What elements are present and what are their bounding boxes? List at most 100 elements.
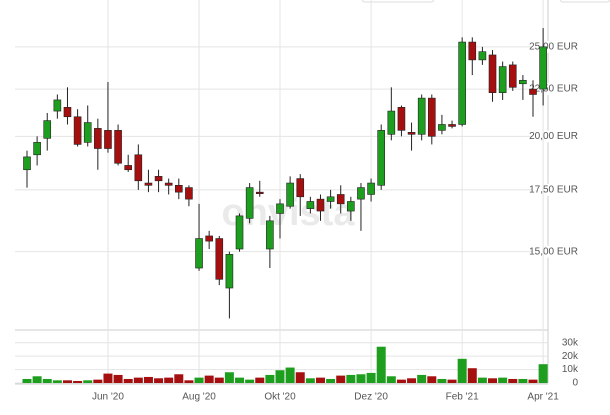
candle-body bbox=[508, 64, 517, 88]
volume-bar bbox=[407, 378, 417, 383]
volume-bar bbox=[528, 379, 538, 383]
volume-bar bbox=[538, 364, 548, 383]
candle-body bbox=[43, 120, 52, 139]
candle-body bbox=[367, 182, 375, 195]
volume-bar bbox=[103, 373, 113, 383]
label-bg bbox=[532, 183, 580, 196]
volume-bar bbox=[376, 346, 386, 383]
volume-tick-label: 20k bbox=[562, 351, 579, 362]
volume-bar bbox=[184, 380, 194, 383]
candle-body bbox=[458, 41, 466, 125]
candle-body bbox=[63, 107, 72, 118]
candle-body bbox=[336, 194, 345, 205]
x-tick-label: Okt '20 bbox=[264, 392, 296, 403]
volume-bar bbox=[366, 372, 376, 383]
candle-body bbox=[114, 130, 122, 164]
y-tick-label: 20,00 EUR bbox=[529, 131, 578, 142]
candle-body bbox=[407, 132, 416, 135]
volume-tick-label: 30k bbox=[562, 337, 579, 348]
x-tick-label: Apr '21 bbox=[527, 392, 559, 403]
volume-bar bbox=[417, 374, 427, 383]
volume-tick-label: 10k bbox=[562, 364, 579, 375]
candle-body bbox=[519, 79, 527, 85]
volume-bar bbox=[22, 378, 32, 383]
volume-bar bbox=[518, 378, 528, 383]
y-tick-label: 15,00 EUR bbox=[529, 246, 578, 257]
x-tick-label: Dez '20 bbox=[354, 392, 388, 403]
volume-bar bbox=[204, 375, 214, 383]
volume-bar bbox=[245, 379, 255, 383]
volume-bar bbox=[235, 377, 245, 383]
volume-bar bbox=[133, 377, 143, 383]
candle-body bbox=[448, 124, 456, 127]
label-bg bbox=[532, 245, 580, 258]
candle-body bbox=[347, 201, 355, 212]
candle-body bbox=[316, 198, 325, 212]
candle-body bbox=[225, 254, 234, 289]
candle-body bbox=[144, 182, 153, 186]
volume-bar bbox=[62, 380, 72, 383]
candle-body bbox=[427, 97, 436, 137]
toolbar-button[interactable] bbox=[361, 0, 435, 3]
candle-body bbox=[185, 187, 193, 200]
candle-body bbox=[326, 196, 335, 202]
volume-bar bbox=[42, 378, 52, 383]
volume-bar bbox=[32, 376, 42, 383]
volume-bar bbox=[508, 378, 518, 383]
volume-bar bbox=[83, 380, 93, 383]
y-tick-label: 22,50 EUR bbox=[529, 84, 578, 95]
volume-bar bbox=[113, 374, 123, 383]
candle-body bbox=[529, 88, 537, 95]
volume-bar bbox=[123, 378, 133, 383]
volume-bar bbox=[498, 377, 508, 383]
volume-bar bbox=[346, 374, 356, 383]
candle-body bbox=[357, 187, 365, 200]
candle-body bbox=[255, 191, 264, 194]
x-tick-label: Aug '20 bbox=[182, 392, 216, 403]
volume-bar bbox=[315, 377, 325, 383]
volume-bar bbox=[73, 380, 83, 383]
candle-body bbox=[104, 130, 112, 149]
x-tick-label: Jun '20 bbox=[92, 392, 124, 403]
volume-bar bbox=[143, 376, 153, 383]
candle-body bbox=[124, 165, 132, 171]
candle-body bbox=[266, 220, 274, 250]
volume-bar bbox=[336, 375, 346, 383]
toolbar-button[interactable] bbox=[559, 0, 610, 3]
volume-bar bbox=[437, 378, 447, 383]
candle-body bbox=[154, 176, 163, 182]
volume-bar bbox=[396, 379, 406, 383]
volume-bar bbox=[154, 378, 164, 383]
candle-body bbox=[417, 97, 426, 135]
candle-body bbox=[478, 51, 487, 61]
y-tick-label: 25,00 EUR bbox=[529, 41, 578, 52]
volume-bar bbox=[164, 377, 174, 383]
volume-bar bbox=[275, 370, 285, 383]
candle-body bbox=[134, 154, 143, 182]
candle-body bbox=[245, 187, 254, 219]
volume-bar bbox=[467, 368, 477, 383]
candle-body bbox=[377, 130, 386, 186]
candle-body bbox=[296, 178, 305, 198]
volume-bar bbox=[447, 379, 457, 383]
volume-bar bbox=[255, 377, 265, 383]
volume-bar bbox=[356, 374, 366, 383]
volume-bar bbox=[477, 377, 487, 383]
volume-bar bbox=[52, 380, 62, 383]
volume-bar bbox=[457, 358, 467, 383]
candle-body bbox=[195, 238, 203, 269]
candle-body bbox=[215, 238, 224, 280]
candle-body bbox=[276, 203, 284, 214]
volume-bar bbox=[214, 377, 224, 383]
volume-bar bbox=[174, 374, 184, 383]
candle-body bbox=[235, 215, 244, 250]
volume-bar bbox=[285, 367, 295, 383]
volume-bar bbox=[224, 372, 234, 383]
label-bg bbox=[532, 130, 580, 143]
candle-body bbox=[498, 66, 507, 93]
candle-body bbox=[94, 128, 102, 149]
candle-body bbox=[306, 201, 315, 209]
candle-body bbox=[83, 122, 92, 143]
volume-bar bbox=[194, 377, 204, 383]
volume-bar bbox=[386, 376, 396, 383]
